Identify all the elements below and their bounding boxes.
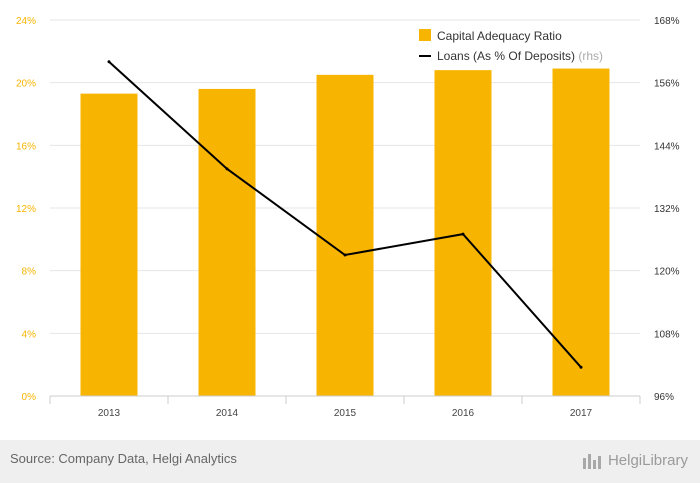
- brand-logo[interactable]: HelgiLibrary: [582, 446, 688, 474]
- right-axis-tick-label: 132%: [654, 204, 680, 215]
- left-axis-tick-label: 24%: [16, 16, 36, 27]
- bar-chart-logo-icon: [582, 454, 601, 469]
- left-axis-tick-label: 8%: [22, 267, 37, 278]
- x-axis-tick-label: 2015: [334, 408, 357, 419]
- line-point: [579, 365, 583, 369]
- bar: [198, 88, 256, 396]
- legend-axis-note: (rhs): [578, 49, 603, 63]
- bar: [316, 74, 374, 396]
- brand-name: HelgiLibrary: [607, 451, 688, 469]
- left-axis-tick-label: 16%: [16, 141, 36, 152]
- line-point: [225, 167, 229, 171]
- line-point: [461, 232, 465, 236]
- right-axis-tick-label: 144%: [654, 141, 680, 152]
- x-axis-tick-label: 2014: [216, 408, 239, 419]
- x-axis-tick-label: 2016: [452, 408, 475, 419]
- left-axis-tick-label: 20%: [16, 79, 36, 90]
- left-axis-tick-label: 4%: [22, 329, 37, 340]
- bar: [552, 68, 610, 397]
- source-text: Source: Company Data, Helgi Analytics: [10, 451, 237, 466]
- right-axis-tick-label: 96%: [654, 392, 674, 403]
- legend-label-line: Loans (As % Of Deposits) (rhs): [437, 49, 603, 63]
- legend-swatch-bar: [419, 29, 431, 41]
- chart: 0% 4% 8% 12% 16% 20% 24% 96% 108% 120% 132% 144% 156…: [16, 16, 680, 419]
- right-axis-tick-label: 120%: [654, 267, 680, 278]
- bar: [80, 93, 138, 396]
- left-axis-tick-label: 0%: [22, 392, 37, 403]
- right-axis-tick-label: 108%: [654, 329, 680, 340]
- x-axis-tick-label: 2013: [98, 408, 121, 419]
- right-axis-tick-label: 168%: [654, 16, 680, 27]
- x-axis-tick-label: 2017: [570, 408, 593, 419]
- line-point: [343, 253, 347, 257]
- line-point: [107, 60, 111, 64]
- left-axis-tick-label: 12%: [16, 204, 36, 215]
- right-axis-tick-label: 156%: [654, 79, 680, 90]
- legend-label-bar: Capital Adequacy Ratio: [437, 29, 562, 43]
